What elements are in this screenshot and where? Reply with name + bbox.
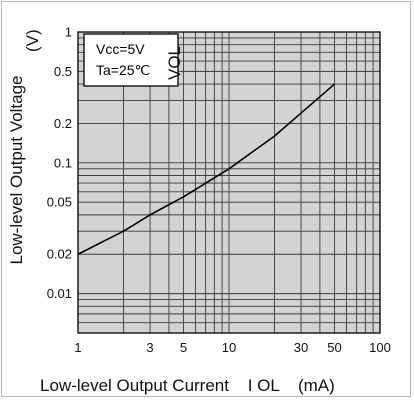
annotation-ta: Ta=25℃ xyxy=(96,62,150,78)
y-tick-label: 1 xyxy=(65,25,72,40)
x-tick-label: 50 xyxy=(327,340,341,355)
x-axis-title-text: Low-level Output Current xyxy=(40,376,229,395)
annotation-background xyxy=(83,33,179,87)
x-tick-label: 30 xyxy=(294,340,308,355)
x-tick-label: 1 xyxy=(74,340,81,355)
x-axis-symbol: I OL xyxy=(247,376,280,395)
series-line xyxy=(77,83,336,255)
y-axis-title: Low-level Output Voltage xyxy=(0,0,34,340)
y-tick-label: 0.02 xyxy=(47,247,72,262)
y-tick-label: 0.01 xyxy=(47,286,72,301)
x-axis-unit: (mA) xyxy=(297,376,335,395)
annotation-vcc: Vcc=5V xyxy=(96,41,145,57)
annotation-box: Vcc=5V Ta=25℃ xyxy=(83,33,179,87)
x-tick-label: 3 xyxy=(146,340,153,355)
y-unit: (V) xyxy=(23,29,42,52)
y-tick-label: 0.1 xyxy=(54,155,72,170)
y-symbol: VOL xyxy=(165,46,184,80)
x-axis-title: Low-level Output Current I OL (mA) xyxy=(40,376,410,396)
y-tick-label: 0.2 xyxy=(54,116,72,131)
y-tick-label: 0.5 xyxy=(54,64,72,79)
y-tick-label: 0.05 xyxy=(47,195,72,210)
x-tick-label: 5 xyxy=(180,340,187,355)
y-axis-title-text: Low-level Output Voltage xyxy=(7,75,26,265)
plot-border xyxy=(77,31,381,334)
x-tick-label: 100 xyxy=(369,340,391,355)
x-tick-label: 10 xyxy=(222,340,236,355)
